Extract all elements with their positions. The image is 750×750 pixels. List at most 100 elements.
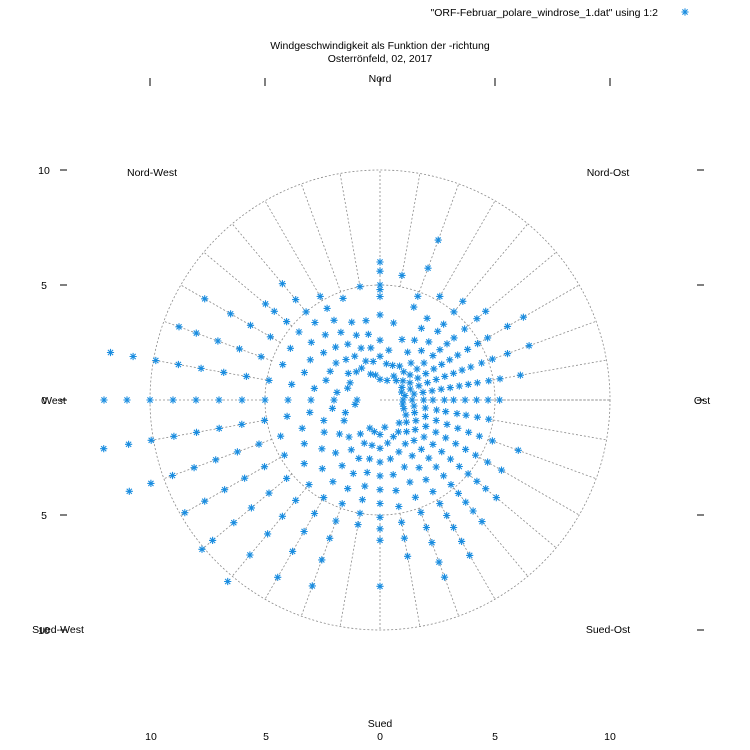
data-point	[242, 372, 250, 380]
data-point	[278, 512, 286, 520]
data-point	[224, 577, 232, 586]
data-point	[376, 430, 384, 439]
data-point	[277, 432, 285, 440]
x-tick-label-right: 10	[604, 731, 616, 743]
grid-spoke-240	[180, 457, 281, 516]
data-point	[420, 359, 428, 367]
data-point	[280, 451, 288, 459]
data-point	[408, 452, 416, 460]
data-point	[376, 472, 384, 480]
wind-data-points	[100, 236, 533, 590]
data-point	[473, 413, 481, 421]
data-point	[147, 479, 155, 487]
data-point	[454, 351, 462, 359]
direction-label-nord-ost: Nord-Ost	[587, 167, 630, 179]
data-point	[292, 496, 300, 504]
data-point	[292, 296, 300, 304]
data-point	[353, 396, 361, 404]
data-point	[298, 424, 306, 432]
data-point	[438, 360, 446, 368]
data-point	[398, 335, 406, 344]
data-point	[399, 400, 407, 408]
direction-label-nord-west: Nord-West	[127, 167, 177, 179]
data-point	[320, 416, 328, 425]
x-tick-label-left-inner: 5	[263, 731, 269, 743]
data-point	[361, 482, 369, 490]
data-point	[168, 471, 177, 480]
data-point	[197, 364, 205, 372]
data-point	[454, 489, 462, 497]
grid-spoke-280	[153, 359, 267, 381]
data-point	[318, 445, 326, 453]
x-tick-label-right-inner: 5	[492, 731, 498, 743]
data-point	[417, 508, 425, 516]
data-point	[192, 396, 200, 404]
data-point	[169, 396, 177, 404]
data-point	[289, 547, 297, 555]
data-point	[482, 485, 490, 493]
data-point	[335, 430, 344, 438]
data-point	[425, 454, 433, 462]
data-point	[411, 426, 419, 434]
data-point	[212, 456, 220, 464]
data-point	[209, 536, 217, 544]
data-point	[238, 396, 246, 404]
data-point	[394, 428, 402, 436]
data-point	[458, 537, 466, 545]
data-point	[417, 324, 425, 332]
grid-spoke-250	[163, 438, 273, 480]
data-point	[274, 573, 282, 581]
data-point	[430, 365, 438, 373]
data-point	[462, 445, 470, 453]
data-point	[422, 422, 430, 430]
data-point	[362, 317, 370, 325]
data-point	[436, 500, 444, 508]
data-point	[401, 392, 409, 400]
grid-spoke-100	[493, 419, 607, 441]
data-point	[264, 530, 272, 538]
data-point	[485, 377, 493, 385]
data-point	[413, 365, 421, 373]
data-point	[400, 405, 408, 413]
data-point	[403, 428, 411, 436]
data-point	[399, 396, 407, 404]
data-point	[453, 410, 461, 418]
data-point	[390, 319, 398, 327]
data-point	[366, 455, 374, 463]
grid-spoke-260	[153, 419, 267, 441]
data-point	[407, 359, 415, 367]
data-point	[376, 311, 384, 319]
data-point	[414, 374, 422, 382]
direction-label-nord: Nord	[369, 73, 392, 85]
data-point	[484, 334, 492, 342]
data-point	[146, 396, 154, 404]
data-point	[440, 320, 448, 328]
data-point	[423, 314, 431, 322]
grid-spoke-80	[493, 359, 607, 381]
data-point	[320, 494, 328, 502]
data-point	[190, 464, 198, 472]
data-point	[270, 307, 278, 315]
data-point	[525, 342, 533, 350]
data-point	[100, 396, 108, 404]
data-point	[376, 267, 384, 275]
axis-ticks	[60, 78, 704, 631]
data-point	[492, 494, 500, 502]
data-point	[450, 523, 458, 532]
data-point	[417, 347, 425, 355]
data-point	[376, 444, 384, 452]
data-point	[395, 419, 403, 427]
data-point	[459, 297, 467, 305]
grid-spoke-310	[203, 251, 293, 327]
data-point	[440, 573, 449, 581]
grid-spoke-170	[399, 513, 421, 627]
data-point	[278, 280, 286, 288]
data-point	[283, 474, 291, 482]
data-point	[307, 396, 315, 404]
data-point	[398, 388, 406, 396]
data-point	[381, 423, 389, 431]
data-point	[106, 348, 115, 357]
legend-asterisk	[681, 8, 689, 16]
data-point	[152, 356, 160, 365]
data-point	[462, 498, 470, 506]
